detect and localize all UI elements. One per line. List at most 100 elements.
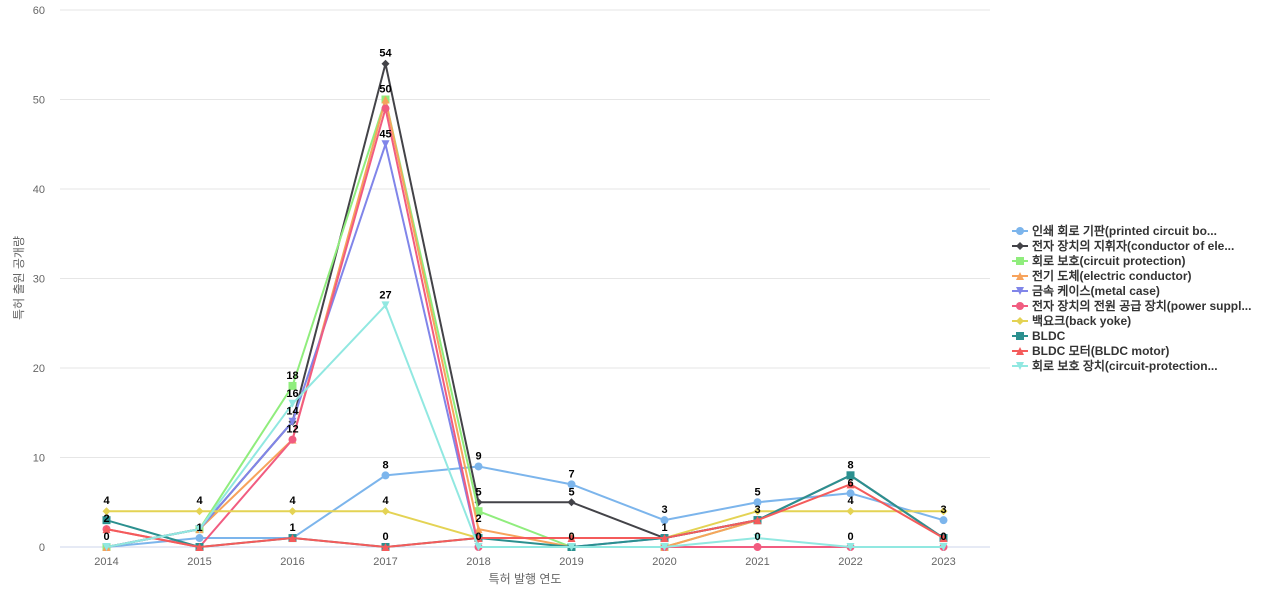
data-label: 0 <box>754 531 760 543</box>
data-point-marker <box>288 534 297 543</box>
data-point-marker <box>381 507 390 516</box>
legend-item[interactable]: 백요크(back yoke) <box>1012 313 1131 328</box>
y-tick-label: 30 <box>33 274 45 286</box>
series-line <box>106 510 944 540</box>
data-point-marker <box>1016 317 1024 325</box>
legend-label: 금속 케이스(metal case) <box>1032 283 1160 298</box>
legend-label: 전기 도체(electric conductor) <box>1032 268 1192 283</box>
data-label: 27 <box>379 289 391 301</box>
y-tick-label: 40 <box>33 184 45 196</box>
data-label: 5 <box>475 486 481 498</box>
data-labels: 4204118161412415450452784095207503153086… <box>103 48 946 543</box>
data-point-marker <box>381 59 390 68</box>
data-label: 0 <box>475 531 481 543</box>
y-tick-label: 60 <box>33 5 45 17</box>
data-point-marker <box>288 381 297 390</box>
data-point-marker <box>381 95 390 104</box>
data-label: 0 <box>847 531 853 543</box>
data-point-marker <box>195 543 204 551</box>
data-label: 12 <box>286 424 298 436</box>
legend-item[interactable]: BLDC 모터(BLDC motor) <box>1012 343 1169 358</box>
data-point-marker <box>474 462 483 471</box>
data-point-marker <box>1016 242 1024 250</box>
x-tick-label: 2016 <box>280 556 304 568</box>
x-tick-label: 2023 <box>931 556 955 568</box>
data-point-marker <box>381 104 390 113</box>
data-point-marker <box>939 507 948 516</box>
series-group <box>102 95 948 551</box>
y-tick-label: 20 <box>33 363 45 375</box>
data-point-marker <box>1016 347 1024 355</box>
data-point-marker <box>1016 332 1024 340</box>
y-axis-title: 특허 출원 공개량 <box>12 236 26 320</box>
data-point-marker <box>567 534 576 543</box>
data-point-marker <box>939 534 948 543</box>
data-point-marker <box>381 140 390 149</box>
data-point-marker <box>102 543 111 551</box>
data-point-marker <box>102 507 111 516</box>
data-point-marker <box>753 507 762 516</box>
data-point-marker <box>753 516 762 525</box>
data-point-marker <box>1016 287 1024 295</box>
series-line <box>106 304 944 548</box>
data-label: 3 <box>754 504 760 516</box>
data-point-marker <box>288 399 297 408</box>
legend-item[interactable]: 인쇄 회로 기판(printed circuit bo... <box>1012 223 1217 238</box>
x-tick-label: 2021 <box>745 556 769 568</box>
legend-item[interactable]: 회로 보호 장치(circuit-protection... <box>1012 358 1218 373</box>
data-label: 8 <box>382 459 388 471</box>
legend-item[interactable]: 전자 장치의 지휘자(conductor of ele... <box>1012 238 1234 253</box>
x-tick-label: 2020 <box>652 556 676 568</box>
data-label: 6 <box>847 477 853 489</box>
data-point-marker <box>474 525 483 534</box>
data-label: 14 <box>286 406 299 418</box>
legend-label: BLDC <box>1032 329 1066 343</box>
legend-label: 백요크(back yoke) <box>1032 313 1131 328</box>
x-tick-label: 2017 <box>373 556 397 568</box>
data-label: 1 <box>661 522 667 534</box>
data-point-marker <box>288 417 297 426</box>
data-point-marker <box>102 516 111 525</box>
data-point-marker <box>195 525 204 534</box>
legend-label: 전자 장치의 지휘자(conductor of ele... <box>1032 238 1234 253</box>
data-label: 50 <box>379 84 391 96</box>
data-label: 8 <box>847 459 853 471</box>
gridlines <box>60 9 990 458</box>
legend-label: 회로 보호 장치(circuit-protection... <box>1032 358 1218 373</box>
legend-item[interactable]: 금속 케이스(metal case) <box>1012 283 1160 298</box>
x-axis-ticks: 2014 2015 2016 2017 2018 2019 2020 2021 2022 2023 <box>94 556 955 568</box>
series-group <box>102 301 948 551</box>
data-point-marker <box>753 498 762 507</box>
data-label: 0 <box>568 531 574 543</box>
data-point-marker <box>939 516 948 525</box>
data-point-marker <box>846 471 855 480</box>
data-label: 3 <box>661 504 667 516</box>
data-point-marker <box>660 534 669 543</box>
legend-label: 인쇄 회로 기판(printed circuit bo... <box>1032 223 1217 238</box>
series-line <box>106 107 944 548</box>
data-label: 4 <box>289 495 296 507</box>
data-point-marker <box>288 435 297 444</box>
data-point-marker <box>939 543 948 551</box>
legend-item[interactable]: 전자 장치의 전원 공급 장치(power suppl... <box>1012 298 1251 313</box>
data-label: 1 <box>289 522 295 534</box>
data-point-marker <box>1016 272 1024 280</box>
legend-item[interactable]: 회로 보호(circuit protection) <box>1012 253 1186 268</box>
y-tick-label: 0 <box>39 542 45 554</box>
data-label: 54 <box>379 48 392 60</box>
y-axis-ticks: 0 10 20 30 40 50 60 <box>33 5 45 554</box>
series-group <box>102 480 948 551</box>
data-label: 7 <box>568 468 574 480</box>
legend-label: 회로 보호(circuit protection) <box>1032 253 1186 268</box>
data-point-marker <box>846 543 855 551</box>
data-point-marker <box>381 301 390 310</box>
legend-item[interactable]: BLDC <box>1012 329 1066 343</box>
legend-item[interactable]: 전기 도체(electric conductor) <box>1012 268 1192 283</box>
data-label: 2 <box>475 513 481 525</box>
data-label: 3 <box>940 504 946 516</box>
x-tick-label: 2014 <box>94 556 118 568</box>
data-label: 4 <box>196 495 203 507</box>
data-point-marker <box>660 543 669 551</box>
x-axis-title: 특허 발행 연도 <box>489 571 562 586</box>
